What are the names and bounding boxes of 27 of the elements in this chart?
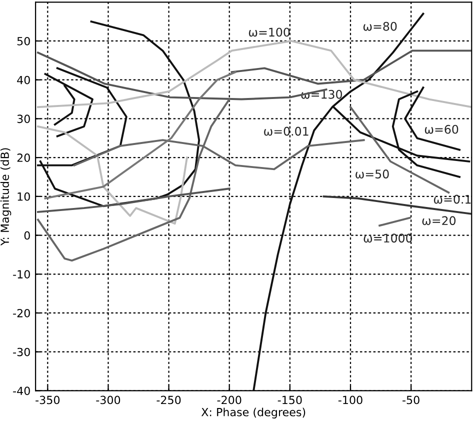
y-tick-label: 30 [17, 114, 30, 124]
y-tick-label: 10 [18, 192, 30, 201]
x-tick-label: -350 [36, 396, 60, 404]
y-axis-title: Y: Magnitude (dB) [0, 148, 12, 246]
y-tick-label: 50 [17, 36, 30, 46]
y-tick-label: 0 [24, 231, 30, 240]
x-tick-label: -250 [156, 396, 181, 404]
y-tick-label: -20 [13, 308, 30, 318]
y-tick-label: 40 [17, 76, 30, 84]
x-tick-label: -300 [96, 396, 120, 404]
annotation: ω=50 [356, 170, 389, 178]
x-tick-label: -150 [278, 396, 302, 404]
annotation: ω=100 [248, 28, 290, 37]
annotation: ω=1000 [364, 234, 412, 243]
annotation: ω=0.1 [434, 194, 471, 204]
x-axis-title: X: Phase (degrees) [201, 408, 306, 418]
annotation: ω=20 [422, 216, 456, 226]
y-tick-label: -10 [13, 270, 30, 279]
y-tick-label: -40 [13, 386, 30, 396]
annotation: ω=0.01 [264, 126, 308, 136]
x-tick-label: -50 [402, 396, 420, 404]
y-tick-label: -30 [13, 348, 30, 356]
annotation: ω=60 [424, 124, 458, 134]
y-tick-label: 20 [17, 154, 30, 162]
annotation: ω=80 [363, 22, 397, 31]
x-tick-label: -200 [217, 396, 242, 404]
x-tick-label: -100 [338, 396, 362, 404]
